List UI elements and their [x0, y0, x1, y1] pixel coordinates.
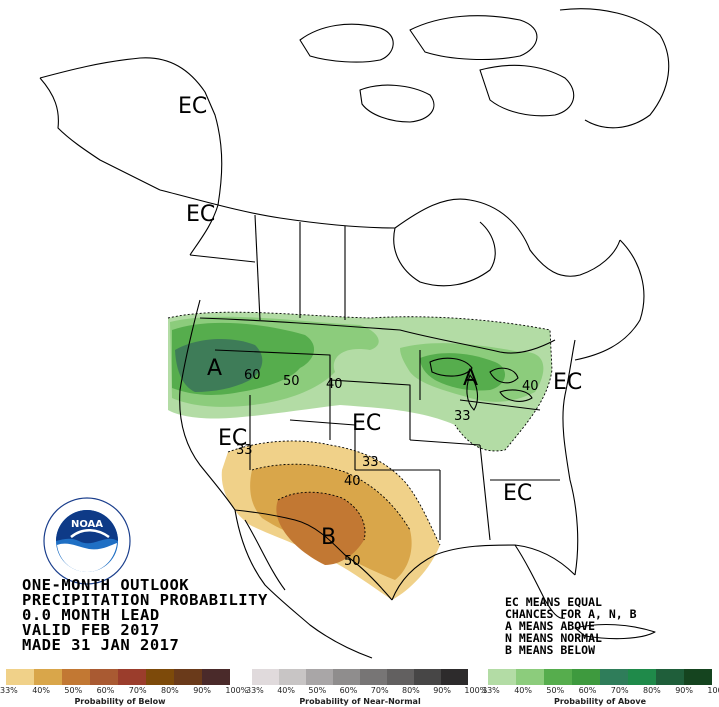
outlook-title-block: ONE-MONTH OUTLOOK PRECIPITATION PROBABIL… — [22, 576, 268, 654]
noaa-logo: NOAA — [43, 497, 131, 585]
normal-scale-tick: 60% — [339, 686, 358, 695]
below-scale-swatch-2 — [34, 669, 62, 685]
above-50-region-ne — [420, 353, 506, 391]
below-scale-tick: 40% — [32, 686, 50, 695]
above-scale-swatch-4 — [572, 669, 600, 685]
above-scale-swatch-7 — [656, 669, 684, 685]
above-scale-tick: 80% — [643, 686, 661, 695]
legend-line-5: B MEANS BELOW — [505, 643, 596, 657]
normal-scale-swatch-1 — [252, 669, 279, 685]
below-scale-tick: 100% — [225, 686, 249, 695]
below-scale-tick: 70% — [128, 686, 147, 695]
title-line-5: MADE 31 JAN 2017 — [22, 636, 180, 654]
above-scale-tick: 100% — [707, 686, 719, 695]
ec-label-northeast: EC — [553, 370, 583, 395]
contour-33-southwest: 33 — [236, 443, 253, 458]
contour-60: 60 — [244, 368, 261, 383]
contour-33-northeast: 33 — [454, 409, 471, 424]
above-scale-caption: Probability of Above — [553, 697, 647, 706]
above-scale-tick: 33% — [482, 686, 500, 695]
legend-explanation: EC MEANS EQUAL CHANCES FOR A, N, B A MEA… — [505, 596, 637, 656]
contour-40-northeast: 40 — [522, 379, 539, 394]
normal-scale-tick: 50% — [308, 686, 327, 695]
legend-line-1: EC MEANS EQUAL — [505, 595, 602, 609]
above-scale-swatch-8 — [684, 669, 712, 685]
below-scale-caption: Probability of Below — [74, 697, 166, 706]
above-scale-swatch-1 — [488, 669, 516, 685]
normal-scale-swatch-2 — [279, 669, 306, 685]
below-scale-swatch-5 — [118, 669, 146, 685]
normal-scale-tick: 40% — [277, 686, 295, 695]
ec-label-bc: EC — [186, 202, 216, 227]
title-line-4: VALID FEB 2017 — [22, 621, 160, 639]
below-scale-swatch-6 — [146, 669, 174, 685]
normal-scale-tick: 80% — [402, 686, 420, 695]
title-line-1: ONE-MONTH OUTLOOK — [22, 576, 190, 594]
above-scale-swatch-6 — [628, 669, 656, 685]
below-color-scale — [6, 669, 230, 685]
above-scale-swatch-3 — [544, 669, 572, 685]
ec-label-alaska: EC — [178, 94, 208, 119]
above-scale-tick: 50% — [546, 686, 565, 695]
above-scale-tick: 90% — [675, 686, 693, 695]
normal-scale-tick: 70% — [370, 686, 389, 695]
normal-scale-swatch-6 — [387, 669, 414, 685]
above-color-scale — [488, 669, 712, 685]
contour-33-south: 33 — [362, 455, 379, 470]
legend-line-2: CHANCES FOR A, N, B — [505, 607, 637, 621]
above-scale-tick: 70% — [610, 686, 629, 695]
contour-50: 50 — [283, 374, 300, 389]
contour-50-south: 50 — [344, 554, 361, 569]
a-label-northwest: A — [207, 356, 223, 381]
legend-line-3: A MEANS ABOVE — [505, 619, 596, 633]
above-scale-swatch-2 — [516, 669, 544, 685]
noaa-logo-text: NOAA — [71, 519, 103, 530]
below-scale-tick: 60% — [96, 686, 115, 695]
below-scale-swatch-3 — [62, 669, 90, 685]
normal-scale-tick: 100% — [464, 686, 488, 695]
ec-label-southwest: EC — [218, 426, 248, 451]
above-scale-swatch-5 — [600, 669, 628, 685]
below-scale-swatch-4 — [90, 669, 118, 685]
below-scale-swatch-1 — [6, 669, 34, 685]
title-line-2: PRECIPITATION PROBABILITY — [22, 591, 268, 609]
b-label-south: B — [321, 525, 337, 550]
ec-label-southeast: EC — [503, 481, 533, 506]
normal-scale-swatch-7 — [414, 669, 441, 685]
below-scale-swatch-7 — [174, 669, 202, 685]
title-line-3: 0.0 MONTH LEAD — [22, 606, 160, 624]
above-scale-tick: 40% — [514, 686, 532, 695]
normal-scale-swatch-8 — [441, 669, 468, 685]
normal-scale-tick: 90% — [433, 686, 451, 695]
below-scale-tick: 90% — [193, 686, 211, 695]
normal-scale-tick: 33% — [246, 686, 264, 695]
ec-label-central: EC — [352, 411, 382, 436]
normal-scale-caption: Probability of Near-Normal — [299, 697, 421, 706]
below-50-region — [276, 492, 366, 565]
a-label-greatlakes: A — [463, 366, 479, 391]
normal-scale-swatch-3 — [306, 669, 333, 685]
below-scale-tick: 50% — [64, 686, 83, 695]
normal-scale-swatch-4 — [333, 669, 360, 685]
below-scale-tick: 33% — [0, 686, 18, 695]
legend-line-4: N MEANS NORMAL — [505, 631, 602, 645]
contour-40-south: 40 — [344, 474, 361, 489]
normal-scale-swatch-5 — [360, 669, 387, 685]
below-scale-swatch-8 — [202, 669, 230, 685]
contour-40-north: 40 — [326, 377, 343, 392]
below-scale-tick: 80% — [161, 686, 179, 695]
above-60-region — [175, 338, 263, 392]
normal-color-scale — [252, 669, 468, 685]
above-scale-tick: 60% — [578, 686, 597, 695]
outlook-map — [39, 8, 670, 659]
